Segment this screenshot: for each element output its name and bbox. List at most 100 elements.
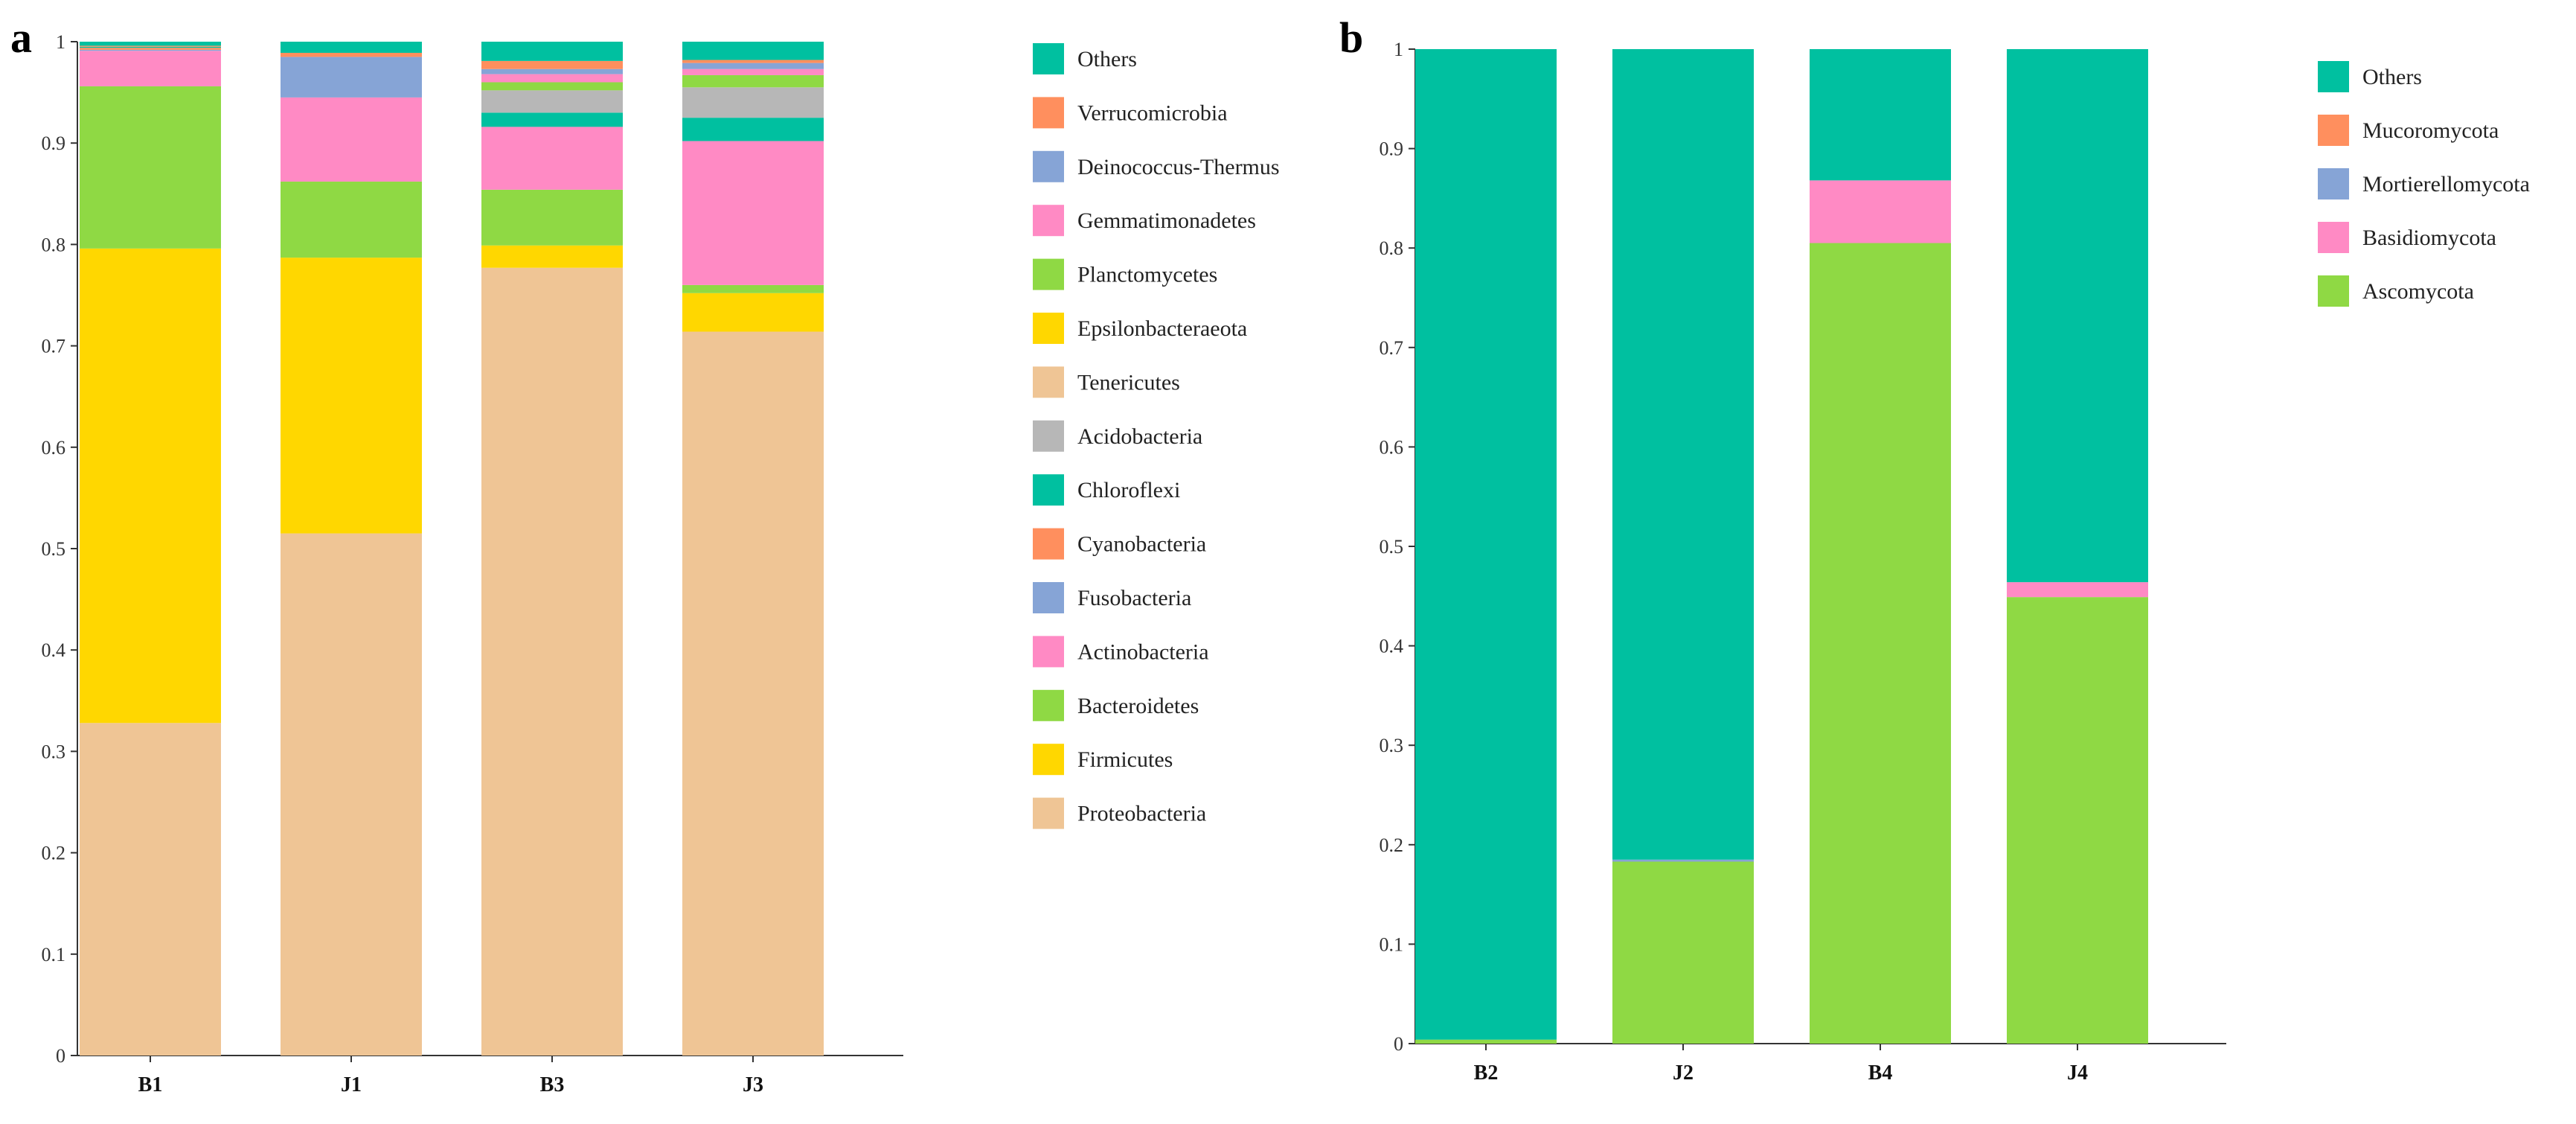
x-tick-label-j3: J3 xyxy=(743,1073,763,1096)
legend-swatch-deinococcus-thermus xyxy=(1033,150,1064,182)
y-tick-label: 0.2 xyxy=(42,843,66,864)
panel-b-label: b xyxy=(1339,13,1363,62)
bar-segment-j2-ascomycota xyxy=(1612,861,1754,1044)
bar-segment-b4-others xyxy=(1810,49,1951,181)
y-tick-label: 0.1 xyxy=(42,944,66,965)
x-tick-label-b4: B4 xyxy=(1868,1061,1893,1085)
bar-segment-j3-gemmatimonadetes xyxy=(682,68,824,75)
legend-label-firmicutes: Firmicutes xyxy=(1077,747,1173,772)
bar-segment-j3-firmicutes xyxy=(682,293,824,332)
legend-label-tenericutes: Tenericutes xyxy=(1077,370,1180,395)
legend-swatch-fusobacteria xyxy=(1033,582,1064,613)
y-tick-label: 0.8 xyxy=(1380,237,1404,259)
bar-segment-b1-others xyxy=(80,42,221,46)
x-tick-label-j4: J4 xyxy=(2067,1061,2088,1085)
y-tick-label: 0.4 xyxy=(42,639,66,661)
bar-segment-b4-ascomycota xyxy=(1810,243,1951,1044)
legend-swatch-chloroflexi xyxy=(1033,474,1064,506)
panel-b-x-axis: B2 J2 B4 J4 xyxy=(1474,1044,2088,1085)
legend-swatch-cyanobacteria xyxy=(1033,528,1064,560)
bar-segment-b3-others xyxy=(481,42,623,61)
y-tick-label: 0.6 xyxy=(1380,436,1404,458)
y-tick-label: 0.2 xyxy=(1380,834,1404,856)
legend-swatch-others xyxy=(1033,43,1064,74)
legend-label-epsilonbacteraeota: Epsilonbacteraeota xyxy=(1077,316,1247,341)
bar-segment-j1-firmicutes xyxy=(281,258,422,534)
legend-label-deinococcus-thermus: Deinococcus-Thermus xyxy=(1077,155,1280,179)
legend-label-actinobacteria: Actinobacteria xyxy=(1077,639,1209,664)
bar-segment-j3-chloroflexi xyxy=(682,118,824,141)
bar-segment-j3-others xyxy=(682,42,824,60)
bar-segment-b3-deinococcus-thermus xyxy=(481,68,623,74)
bar-segment-b3-bacteroidetes xyxy=(481,189,623,246)
bar-segment-j1-actinobacteria xyxy=(281,97,422,182)
bar-segment-b1-cyanobacteria xyxy=(80,48,221,50)
legend-swatch-gemmatimonadetes xyxy=(1033,205,1064,237)
panel-b-legend: Others Mucoromycota Mortierellomycota Basid… xyxy=(2318,61,2530,307)
legend-label-planctomycetes: Planctomycetes xyxy=(1077,263,1217,287)
legend-swatch-ascomycota xyxy=(2318,275,2349,307)
y-tick-label: 0 xyxy=(1394,1033,1403,1055)
bar-segment-b1-bacteroidetes xyxy=(80,86,221,249)
bar-segment-b1-verrucomicrobia xyxy=(80,45,221,47)
legend-swatch-mucoromycota xyxy=(2318,115,2349,146)
y-tick-label: 0.5 xyxy=(42,538,66,560)
bar-segment-j1-fusobacteria xyxy=(281,57,422,98)
legend-swatch-basidiomycota xyxy=(2318,222,2349,253)
panel-a-label: a xyxy=(10,13,32,62)
legend-swatch-epsilonbacteraeota xyxy=(1033,313,1064,344)
bar-segment-j3-deinococcus-thermus xyxy=(682,63,824,69)
legend-swatch-proteobacteria xyxy=(1033,797,1064,829)
y-tick-label: 0.3 xyxy=(42,741,66,762)
bar-segment-b4-basidiomycota xyxy=(1810,180,1951,243)
bar-segment-b2-others xyxy=(1415,49,1557,1040)
bar-segment-j4-basidiomycota xyxy=(2007,582,2148,598)
bar-segment-j1-bacteroidetes xyxy=(281,181,422,258)
x-tick-label-j1: J1 xyxy=(341,1073,362,1096)
bar-segment-j3-verrucomicrobia xyxy=(682,60,824,63)
legend-label-proteobacteria: Proteobacteria xyxy=(1077,802,1206,826)
legend-label-bacteroidetes: Bacteroidetes xyxy=(1077,694,1199,718)
bar-segment-b2-ascomycota xyxy=(1415,1039,1557,1044)
bar-segment-b3-actinobacteria xyxy=(481,127,623,190)
bar-segment-b1-chloroflexi xyxy=(80,46,221,48)
panel-a-bars xyxy=(80,42,824,1056)
x-tick-label-b2: B2 xyxy=(1474,1061,1499,1085)
legend-swatch-others xyxy=(2318,61,2349,92)
bar-segment-b3-planctomycetes xyxy=(481,82,623,91)
x-tick-label-b1: B1 xyxy=(138,1073,163,1096)
y-tick-label: 0 xyxy=(56,1045,65,1067)
legend-swatch-acidobacteria xyxy=(1033,420,1064,452)
y-tick-label: 0.6 xyxy=(42,437,66,459)
legend-label-cyanobacteria: Cyanobacteria xyxy=(1077,532,1206,557)
legend-label-fusobacteria: Fusobacteria xyxy=(1077,586,1191,610)
bar-segment-b3-proteobacteria xyxy=(481,267,623,1056)
x-tick-label-b3: B3 xyxy=(540,1073,565,1096)
legend-label-mucoromycota: Mucoromycota xyxy=(2362,118,2499,143)
bar-segment-b3-chloroflexi xyxy=(481,112,623,127)
y-tick-label: 0.5 xyxy=(1380,536,1404,558)
y-tick-label: 0.1 xyxy=(1380,933,1404,955)
legend-swatch-mortierellomycota xyxy=(2318,168,2349,199)
bar-segment-j1-cyanobacteria xyxy=(281,52,422,57)
bar-segment-j2-others xyxy=(1612,49,1754,860)
y-tick-label: 1 xyxy=(1394,39,1403,60)
panel-a-legend: Others Verrucomicrobia Deinococcus-Thermus… xyxy=(1033,43,1280,829)
legend-label-mortierellomycota: Mortierellomycota xyxy=(2362,172,2530,197)
legend-label-others: Others xyxy=(2362,65,2422,89)
bar-segment-b1-firmicutes xyxy=(80,248,221,724)
legend-swatch-planctomycetes xyxy=(1033,258,1064,290)
y-tick-label: 0.9 xyxy=(42,132,66,154)
bar-segment-b3-verrucomicrobia xyxy=(481,60,623,69)
bar-segment-j4-ascomycota xyxy=(2007,597,2148,1044)
y-tick-label: 0.4 xyxy=(1380,636,1404,657)
legend-label-verrucomicrobia: Verrucomicrobia xyxy=(1077,100,1228,125)
legend-swatch-firmicutes xyxy=(1033,744,1064,776)
legend-swatch-tenericutes xyxy=(1033,366,1064,398)
bar-segment-j3-proteobacteria xyxy=(682,331,824,1056)
bar-segment-j4-others xyxy=(2007,49,2148,583)
panel-b-bars xyxy=(1415,49,2148,1044)
bar-segment-j3-planctomycetes xyxy=(682,74,824,88)
bar-segment-b1-proteobacteria xyxy=(80,723,221,1056)
